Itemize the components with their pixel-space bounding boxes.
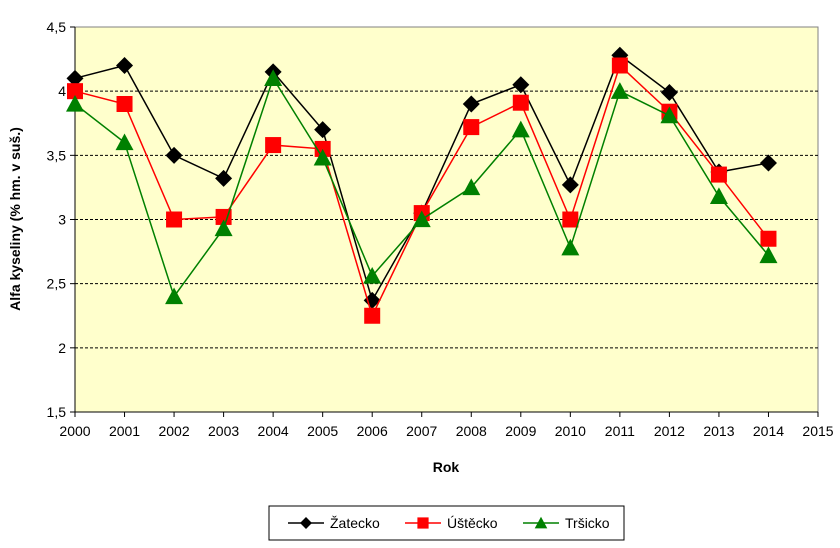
data-point (562, 211, 579, 228)
y-tick-labels: 1,5 2 2,5 3 3,5 4 4,5 (47, 19, 67, 420)
x-axis-title: Rok (433, 459, 460, 475)
gridlines (75, 90, 818, 349)
data-point (709, 187, 728, 205)
legend-entry: Úštěcko (405, 515, 498, 531)
x-tick-label: 2013 (703, 423, 734, 439)
x-tick-label: 2015 (802, 423, 833, 439)
data-point (66, 95, 84, 112)
y-tick-label: 1,5 (47, 404, 67, 420)
legend-label: Tršicko (565, 515, 610, 531)
legend-box (268, 505, 625, 541)
data-point (611, 57, 628, 74)
y-tick-label: 3 (58, 212, 66, 228)
data-point (214, 219, 233, 237)
data-point (116, 57, 134, 74)
legend-marker (300, 517, 312, 529)
data-point (512, 94, 529, 111)
x-tick-label: 2006 (357, 423, 388, 439)
data-point (463, 119, 480, 136)
data-point (215, 169, 233, 187)
data-point (760, 230, 777, 247)
data-point (165, 146, 183, 164)
legend-label: Úštěcko (447, 515, 498, 531)
y-axis-title: Alfa kyseliny (% hm. v suš.) (7, 127, 23, 311)
data-point (364, 307, 381, 324)
x-tick-label: 2011 (605, 423, 635, 439)
data-point (165, 287, 184, 305)
data-point (313, 148, 332, 166)
data-point (314, 121, 332, 139)
y-tick-label: 2,5 (47, 276, 67, 292)
x-tick-labels: 2000 2001 2002 2003 2004 2005 2006 2007 2008 2009… (59, 423, 833, 439)
data-point (660, 83, 678, 101)
data-point (412, 210, 431, 228)
x-tick-label: 2004 (258, 423, 289, 439)
data-point (215, 208, 232, 225)
legend-entry: Žatecko (288, 515, 380, 531)
series-group (66, 46, 778, 324)
x-tick-label: 2001 (109, 423, 140, 439)
data-point (561, 238, 580, 256)
x-tick-label: 2007 (406, 423, 437, 439)
data-point (264, 69, 283, 86)
x-tick-label: 2010 (555, 423, 586, 439)
data-point (759, 246, 778, 264)
data-point (710, 166, 727, 183)
data-point (759, 154, 777, 172)
data-point (363, 291, 381, 309)
data-point (610, 82, 629, 99)
legend-marker (534, 516, 548, 529)
data-point (67, 83, 83, 100)
legend: Žatecko Úštěcko Tršicko (268, 505, 625, 541)
x-tick-label: 2014 (753, 423, 784, 439)
x-tick-label: 2002 (158, 423, 189, 439)
data-point (116, 96, 133, 112)
y-tick-label: 3,5 (47, 147, 67, 163)
x-tick-label: 2012 (654, 423, 685, 439)
data-point (512, 76, 530, 94)
data-point (462, 95, 480, 113)
x-tick-label: 2005 (307, 423, 338, 439)
data-point (511, 120, 530, 138)
data-point (265, 137, 282, 154)
data-point (363, 266, 382, 284)
legend-entry: Tršicko (523, 515, 610, 531)
legend-label: Žatecko (330, 515, 380, 531)
y-tick-label: 4 (58, 83, 66, 99)
data-point (561, 176, 579, 194)
y-tick-label: 4,5 (47, 19, 67, 35)
data-point (660, 106, 679, 124)
data-point (166, 211, 183, 228)
legend-marker (417, 517, 429, 529)
data-point (462, 178, 481, 196)
x-tick-label: 2009 (505, 423, 536, 439)
x-tick-label: 2003 (208, 423, 239, 439)
x-tick-label: 2008 (456, 423, 487, 439)
data-point (66, 69, 84, 87)
data-point (115, 133, 134, 151)
series-2 (66, 69, 778, 305)
x-tick-label: 2000 (59, 423, 90, 439)
y-tick-label: 2 (58, 340, 66, 356)
